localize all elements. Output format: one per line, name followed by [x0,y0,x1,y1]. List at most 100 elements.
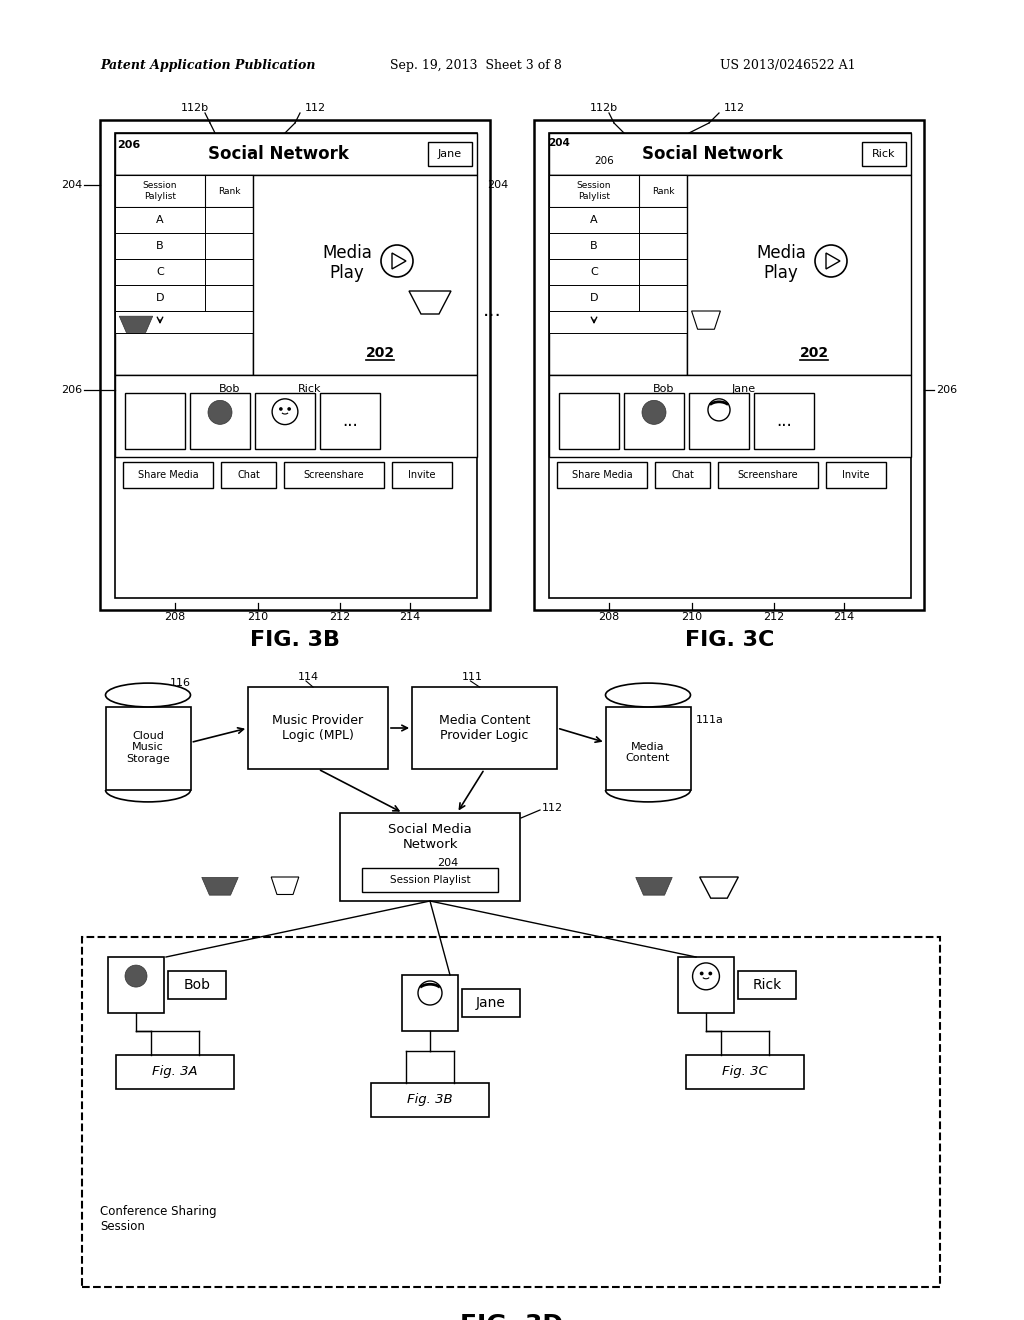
Text: ...: ... [342,412,357,430]
Text: 204: 204 [60,180,82,190]
Text: Social Network: Social Network [208,145,348,162]
Text: 206: 206 [594,156,613,166]
Text: 208: 208 [598,612,620,622]
Bar [559,393,618,449]
Bar [115,133,477,598]
Bar [534,120,924,610]
Bar [412,686,557,770]
Circle shape [288,407,291,411]
Text: ...: ... [776,412,792,430]
Text: 214: 214 [399,612,421,622]
Text: Rank: Rank [218,186,241,195]
Bar [221,462,276,488]
Text: B: B [157,242,164,251]
Text: Rick: Rick [753,978,781,993]
Text: A: A [157,215,164,224]
Text: Jane: Jane [438,149,462,158]
Bar [255,393,315,449]
Bar [362,869,498,892]
Bar [549,312,687,333]
Text: Session
Palylist: Session Palylist [142,181,177,201]
Text: Share Media: Share Media [571,470,632,480]
Text: 202: 202 [366,346,394,360]
Bar [100,120,490,610]
Bar [115,375,477,457]
Text: FIG. 3B: FIG. 3B [250,630,340,649]
Text: Music Provider
Logic (MPL): Music Provider Logic (MPL) [272,714,364,742]
Bar [123,462,213,488]
Text: Screenshare: Screenshare [737,470,799,480]
Bar [549,133,911,598]
Text: 116: 116 [170,678,191,688]
Text: 202: 202 [800,346,828,360]
Bar [402,975,458,1031]
Text: Chat: Chat [238,470,260,480]
Bar [190,393,250,449]
Text: 112b: 112b [181,103,209,114]
Bar [687,176,911,375]
Text: Jane: Jane [732,384,756,393]
Text: C: C [590,267,598,277]
Polygon shape [119,317,153,333]
Ellipse shape [105,684,190,708]
Circle shape [699,972,703,975]
Text: Media
Play: Media Play [323,244,372,282]
Bar [549,234,687,259]
Bar [253,176,477,375]
Circle shape [208,400,232,424]
Bar [116,1055,234,1089]
Text: Conference Sharing
Session: Conference Sharing Session [100,1205,217,1233]
Text: Rick: Rick [872,149,896,158]
Circle shape [709,972,713,975]
Bar [340,813,520,902]
Text: Fig. 3C: Fig. 3C [722,1065,768,1078]
Circle shape [642,400,666,424]
Text: Share Media: Share Media [137,470,199,480]
Bar [428,143,472,166]
Bar [862,143,906,166]
Bar [115,207,253,234]
Text: A: A [590,215,598,224]
Bar [115,259,253,285]
Bar [557,462,647,488]
Text: ...: ... [482,301,502,319]
Bar [686,1055,804,1089]
Bar [462,989,520,1016]
Text: 204: 204 [548,139,570,148]
Bar [125,393,185,449]
Text: 212: 212 [763,612,784,622]
Text: 114: 114 [297,672,318,682]
Text: D: D [156,293,164,304]
Text: 214: 214 [834,612,855,622]
Text: Screenshare: Screenshare [304,470,365,480]
Bar [168,972,226,999]
Text: 112b: 112b [590,103,618,114]
Text: 206: 206 [60,385,82,395]
Bar [115,176,253,207]
Text: Rank: Rank [651,186,674,195]
Text: Cloud
Music
Storage: Cloud Music Storage [126,731,170,764]
Bar [392,462,452,488]
Text: Fig. 3A: Fig. 3A [153,1065,198,1078]
Bar [115,133,477,176]
Text: Sep. 19, 2013  Sheet 3 of 8: Sep. 19, 2013 Sheet 3 of 8 [390,58,562,71]
Bar [82,937,940,1287]
Bar [738,972,796,999]
Text: FIG. 3D: FIG. 3D [461,1313,563,1320]
Text: 206: 206 [118,140,140,150]
Bar [115,312,253,333]
Bar [371,1082,489,1117]
Bar [689,393,749,449]
Bar [108,957,164,1012]
Bar [549,259,687,285]
Text: 112: 112 [724,103,745,114]
Bar [549,133,911,176]
Text: Chat: Chat [671,470,694,480]
Text: US 2013/0246522 A1: US 2013/0246522 A1 [720,58,856,71]
Text: 208: 208 [165,612,185,622]
Bar [115,234,253,259]
Text: Session
Palylist: Session Palylist [577,181,611,201]
Bar [549,176,687,375]
Bar [115,176,253,375]
Text: Bob: Bob [183,978,211,993]
